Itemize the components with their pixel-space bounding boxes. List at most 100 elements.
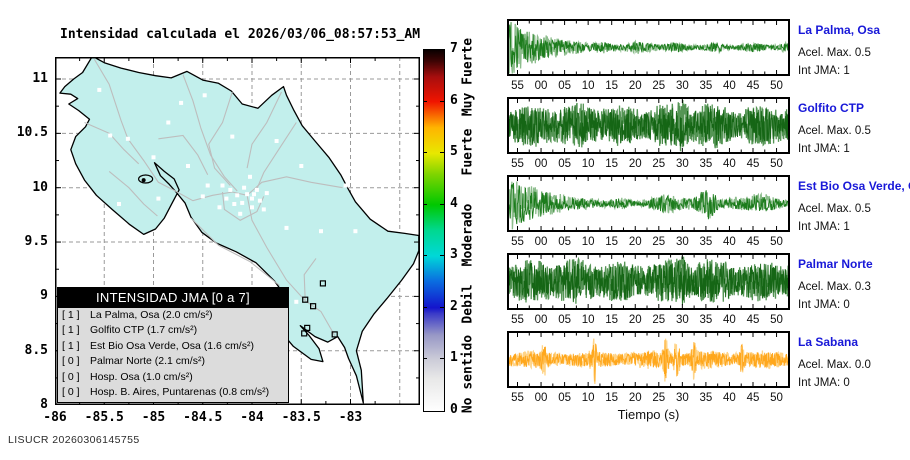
time-tick-label: 30 <box>675 236 689 248</box>
time-tick-label: 05 <box>558 314 571 326</box>
time-tick-label: 45 <box>746 236 760 248</box>
time-tick-label: 50 <box>770 158 783 170</box>
station-name: Palmar Norte <box>798 257 873 271</box>
legend-station-row: [ 0 ] Hosp. Osa (1.0 cm/s²) <box>62 370 193 383</box>
waveform-golfito <box>507 97 790 154</box>
colorbar-tick <box>440 152 444 154</box>
station-name: Golfito CTP <box>798 101 864 115</box>
colorbar-number: 5 <box>450 144 458 160</box>
seismogram-panel-la-palma: 55 00 05 10 15 20 25 30 35 40 45 50 La Palma, Osa A… <box>507 19 910 97</box>
time-tick-label: 40 <box>723 80 736 92</box>
time-tick-label: 15 <box>605 80 619 92</box>
colorbar-tick <box>440 203 444 205</box>
station-acel-max: Acel. Max. 0.5 <box>798 203 871 215</box>
waveform-la-palma <box>507 19 790 76</box>
time-tick-label: 15 <box>605 158 619 170</box>
time-tick-label: 45 <box>746 80 760 92</box>
time-tick-label: 10 <box>581 236 595 248</box>
station-name: La Palma, Osa <box>798 23 881 37</box>
time-axis-labels: 55 00 05 10 15 20 25 30 35 40 45 50 <box>507 314 790 327</box>
legend-items: [ 1 ] La Palma, Osa (2.0 cm/s²) [ 1 ] Golf… <box>58 308 288 402</box>
station-int-jma: Int JMA: 0 <box>798 377 850 389</box>
station-int-jma: Int JMA: 1 <box>798 65 850 77</box>
time-tick-label: 35 <box>699 392 713 404</box>
colorbar-number: 2 <box>450 298 458 314</box>
time-tick-label: 55 <box>511 236 524 248</box>
time-tick-label: 30 <box>675 314 689 326</box>
colorbar-tick <box>440 306 444 308</box>
colorbar-category-label: Debil <box>460 284 476 324</box>
legend-station-row: [ 1 ] La Palma, Osa (2.0 cm/s²) <box>62 309 213 321</box>
colorbar-tick <box>423 306 427 308</box>
lon-tick-label: -83.5 <box>281 410 321 425</box>
time-tick-label: 45 <box>746 314 760 326</box>
time-tick-label: 35 <box>699 158 713 170</box>
colorbar-tick <box>440 255 444 257</box>
time-tick-label: 20 <box>628 80 642 92</box>
time-tick-label: 55 <box>511 314 524 326</box>
station-acel-max: Acel. Max. 0.5 <box>798 47 871 59</box>
footer-timestamp: LISUCR 20260306145755 <box>8 434 140 446</box>
station-name: Est Bio Osa Verde, Osa <box>798 179 910 193</box>
seismogram-panel-la-sabana: 55 00 05 10 15 20 25 30 35 40 45 50 La Sabana Acel.… <box>507 331 910 409</box>
colorbar-tick <box>440 100 444 102</box>
colorbar-tick <box>423 152 427 154</box>
time-tick-label: 40 <box>723 314 736 326</box>
colorbar-number: 6 <box>450 92 458 108</box>
colorbar-category-label: No sentido <box>460 334 476 414</box>
colorbar-number: 1 <box>450 350 458 366</box>
intensity-legend: INTENSIDAD JMA [0 a 7] [ 1 ] La Palma, Os… <box>57 287 289 404</box>
time-tick-label: 25 <box>652 80 666 92</box>
time-tick-label: 05 <box>558 80 571 92</box>
time-tick-label: 10 <box>581 158 595 170</box>
time-tick-label: 55 <box>511 158 524 170</box>
station-acel-max: Acel. Max. 0.3 <box>798 281 871 293</box>
seismogram-panel-golfito: 55 00 05 10 15 20 25 30 35 40 45 50 Golfito CTP Ace… <box>507 97 910 175</box>
costa-rica-map <box>55 57 420 405</box>
time-tick-label: 40 <box>723 392 736 404</box>
time-tick-label: 25 <box>652 392 666 404</box>
waveform-la-sabana <box>507 331 790 388</box>
lat-tick-label: 8 <box>40 397 48 413</box>
time-tick-label: 05 <box>558 158 571 170</box>
lat-tick-label: 9 <box>40 288 48 304</box>
time-tick-label: 35 <box>699 314 713 326</box>
lon-tick-label: -85.5 <box>84 410 124 425</box>
time-tick-label: 45 <box>746 392 760 404</box>
colorbar-number: 3 <box>450 247 458 263</box>
legend-title: INTENSIDAD JMA [0 a 7] <box>58 288 288 308</box>
time-tick-label: 40 <box>723 236 736 248</box>
time-tick-label: 00 <box>534 80 548 92</box>
time-tick-label: 10 <box>581 314 595 326</box>
station-int-jma: Int JMA: 1 <box>798 221 850 233</box>
lon-tick-label: -85 <box>141 410 166 425</box>
colorbar-category-label: Muy Fuerte <box>460 37 476 117</box>
time-axis-labels: 55 00 05 10 15 20 25 30 35 40 45 50 <box>507 158 790 171</box>
time-tick-label: 15 <box>605 314 619 326</box>
time-tick-label: 50 <box>770 314 783 326</box>
legend-station-row: [ 0 ] Palmar Norte (2.1 cm/s²) <box>62 355 205 368</box>
colorbar-tick <box>423 203 427 205</box>
time-tick-label: 30 <box>675 80 689 92</box>
waveform-palmar-norte <box>507 253 790 310</box>
time-tick-label: 15 <box>605 236 619 248</box>
intensity-colorbar <box>423 49 445 412</box>
colorbar-tick <box>423 255 427 257</box>
time-tick-label: 05 <box>558 392 571 404</box>
colorbar-number: 0 <box>450 401 458 417</box>
time-tick-label: 20 <box>628 392 642 404</box>
lat-tick-label: 8.5 <box>24 342 48 358</box>
time-tick-label: 50 <box>770 236 783 248</box>
colorbar-category-label: Fuerte <box>460 128 476 176</box>
colorbar-category-label: Moderado <box>460 203 476 267</box>
station-int-jma: Int JMA: 0 <box>798 299 850 311</box>
time-tick-label: 50 <box>770 80 783 92</box>
time-tick-label: 30 <box>675 392 689 404</box>
time-tick-label: 10 <box>581 80 595 92</box>
time-tick-label: 00 <box>534 236 548 248</box>
legend-station-row: [ 1 ] Golfito CTP (1.7 cm/s²) <box>62 324 198 337</box>
lat-tick-label: 11 <box>32 71 48 86</box>
time-axis-labels: 55 00 05 10 15 20 25 30 35 40 45 50 <box>507 392 790 405</box>
time-tick-label: 25 <box>652 236 666 248</box>
